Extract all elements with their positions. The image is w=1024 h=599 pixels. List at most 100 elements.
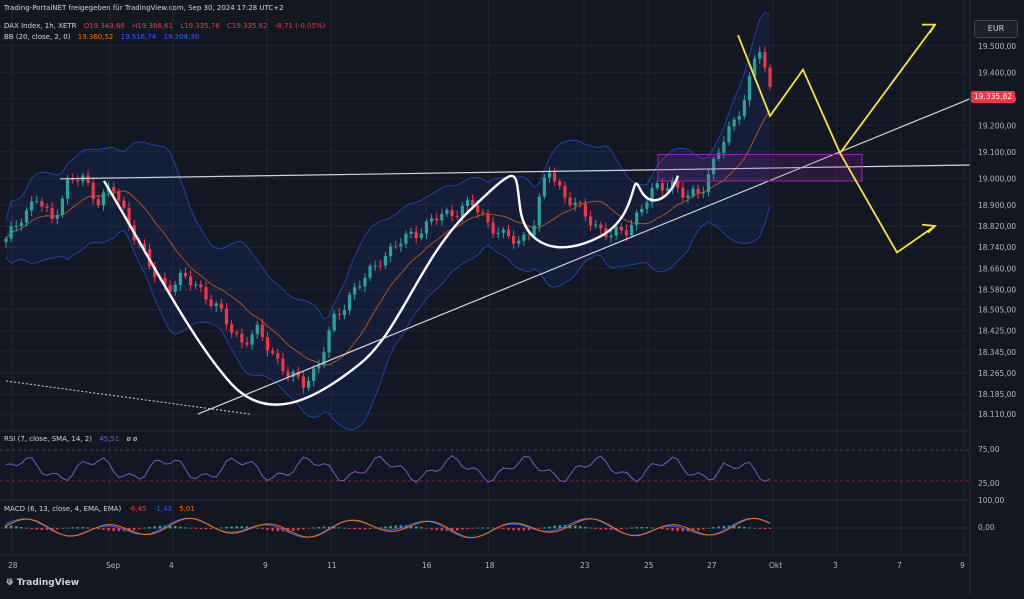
candle-body — [594, 224, 598, 226]
candle-body — [660, 183, 664, 191]
candle-body — [609, 235, 613, 238]
candle-body — [727, 126, 731, 143]
macd-label[interactable]: MACD (6, 13, close, 4, EMA, EMA) — [4, 505, 122, 513]
candle-body — [209, 299, 213, 307]
cup-handle-curve — [102, 174, 680, 406]
bb-upper-line — [5, 12, 771, 320]
macd-hist-bar — [235, 526, 238, 529]
price-tick-label: 18.265,00 — [978, 369, 1016, 378]
macd-hist-bar — [415, 526, 418, 529]
ohlc-line: DAX Index, 1h, XETR O19.343,66 H19.366,6… — [4, 22, 330, 30]
candle-body — [624, 230, 629, 236]
macd-pane[interactable]: 100,00 0,00 — [0, 496, 1004, 556]
candle-body — [306, 380, 311, 388]
macd-hist-bar — [553, 525, 556, 529]
high-value: H19.366,61 — [132, 22, 173, 30]
candle-body — [558, 181, 562, 186]
candle-body — [491, 222, 495, 234]
arrowhead-up — [922, 23, 937, 34]
rsi-pane[interactable]: 75,00 25,00 — [0, 430, 1000, 488]
macd-hist-bar — [609, 528, 613, 530]
candle-body — [635, 212, 639, 225]
drawing-overlays[interactable] — [5, 23, 971, 415]
macd-hist-bar — [97, 528, 100, 530]
candle-body — [383, 256, 388, 266]
currency-button[interactable]: EUR — [974, 20, 1018, 38]
macd-hist-bar — [697, 528, 700, 531]
macd-hist-value: -6,45 — [128, 505, 147, 513]
macd-hist-bar — [573, 525, 577, 529]
candle-body — [101, 192, 106, 206]
price-tick-label: 18.580,00 — [978, 286, 1016, 295]
tradingview-logo[interactable]: ⟱ TradingView — [6, 578, 79, 588]
candle-body — [768, 67, 772, 87]
candle-body — [696, 188, 700, 194]
macd-hist-bar — [61, 528, 64, 529]
candle-body — [265, 337, 270, 351]
candle-body — [14, 226, 18, 228]
rsi-label[interactable]: RSI (7, close, SMA, 14, 2) — [4, 435, 92, 443]
candle-body — [583, 203, 588, 217]
candle-body — [650, 187, 654, 203]
macd-hist-bar — [758, 528, 761, 529]
time-axis[interactable]: 28 Sep 4 9 11 16 18 23 25 27 Okt 3 7 9 — [8, 561, 965, 570]
candle-body — [235, 332, 239, 334]
bb-lower-value: 19.204,30 — [163, 33, 200, 41]
bb-label[interactable]: BB (20, close, 2, 0) — [4, 33, 71, 41]
candles — [4, 46, 772, 394]
symbol-label[interactable]: DAX Index, 1h, XETR — [4, 22, 77, 30]
macd-hist-bar — [20, 526, 23, 529]
macd-hist-bar — [194, 528, 197, 529]
macd-hist-bar — [666, 528, 669, 530]
candle-body — [240, 333, 244, 343]
bearish-scenario-path — [839, 152, 936, 254]
low-value: L19.335,76 — [180, 22, 220, 30]
candle-body — [296, 371, 300, 377]
macd-hist-bar — [143, 527, 146, 529]
candle-body — [553, 172, 557, 182]
macd-hist-bar — [738, 526, 741, 529]
candle-body — [276, 353, 280, 359]
macd-hist-bar — [404, 525, 408, 529]
candle-body — [312, 368, 316, 381]
macd-hist-bar — [30, 528, 33, 530]
macd-hist-bar — [132, 528, 136, 531]
candle-body — [9, 226, 13, 239]
candle-body — [435, 218, 439, 221]
macd-hist-bar — [538, 528, 541, 529]
macd-hist-bar — [527, 528, 531, 531]
neckline — [59, 164, 971, 180]
rsi-value: 45,51 — [99, 435, 120, 443]
macd-hist-bar — [15, 526, 18, 529]
candle-body — [50, 207, 54, 219]
macd-hist-bar — [486, 527, 490, 529]
candle-body — [414, 231, 418, 239]
price-axis[interactable]: 19.500,0019.400,0019.300,0019.200,0019.1… — [969, 0, 1016, 595]
price-tick-label: 19.000,00 — [978, 174, 1016, 183]
macd-tick-label: 100,00 — [978, 496, 1004, 505]
bullish-scenario-path — [737, 24, 936, 155]
candle-body — [460, 205, 464, 217]
candle-body — [373, 265, 377, 267]
macd-hist-bar — [450, 528, 454, 531]
rsi-extra: ø ø — [126, 435, 138, 443]
candle-body — [399, 243, 403, 247]
macd-hist-bar — [56, 528, 59, 530]
candle-body — [337, 313, 341, 315]
candle-body — [358, 286, 362, 288]
candle-body — [35, 201, 39, 203]
candle-body — [76, 180, 80, 182]
macd-hist-bar — [153, 526, 156, 529]
price-tick-label: 18.740,00 — [978, 243, 1016, 252]
macd-hist-bar — [630, 527, 633, 529]
time-tick-label: 9 — [263, 561, 268, 570]
candle-body — [142, 243, 147, 250]
candle-body — [4, 238, 8, 242]
candle-body — [173, 284, 177, 292]
candle-body — [640, 208, 644, 213]
macd-hist-bar — [358, 528, 361, 530]
candle-body — [532, 225, 536, 236]
candle-body — [368, 265, 372, 278]
